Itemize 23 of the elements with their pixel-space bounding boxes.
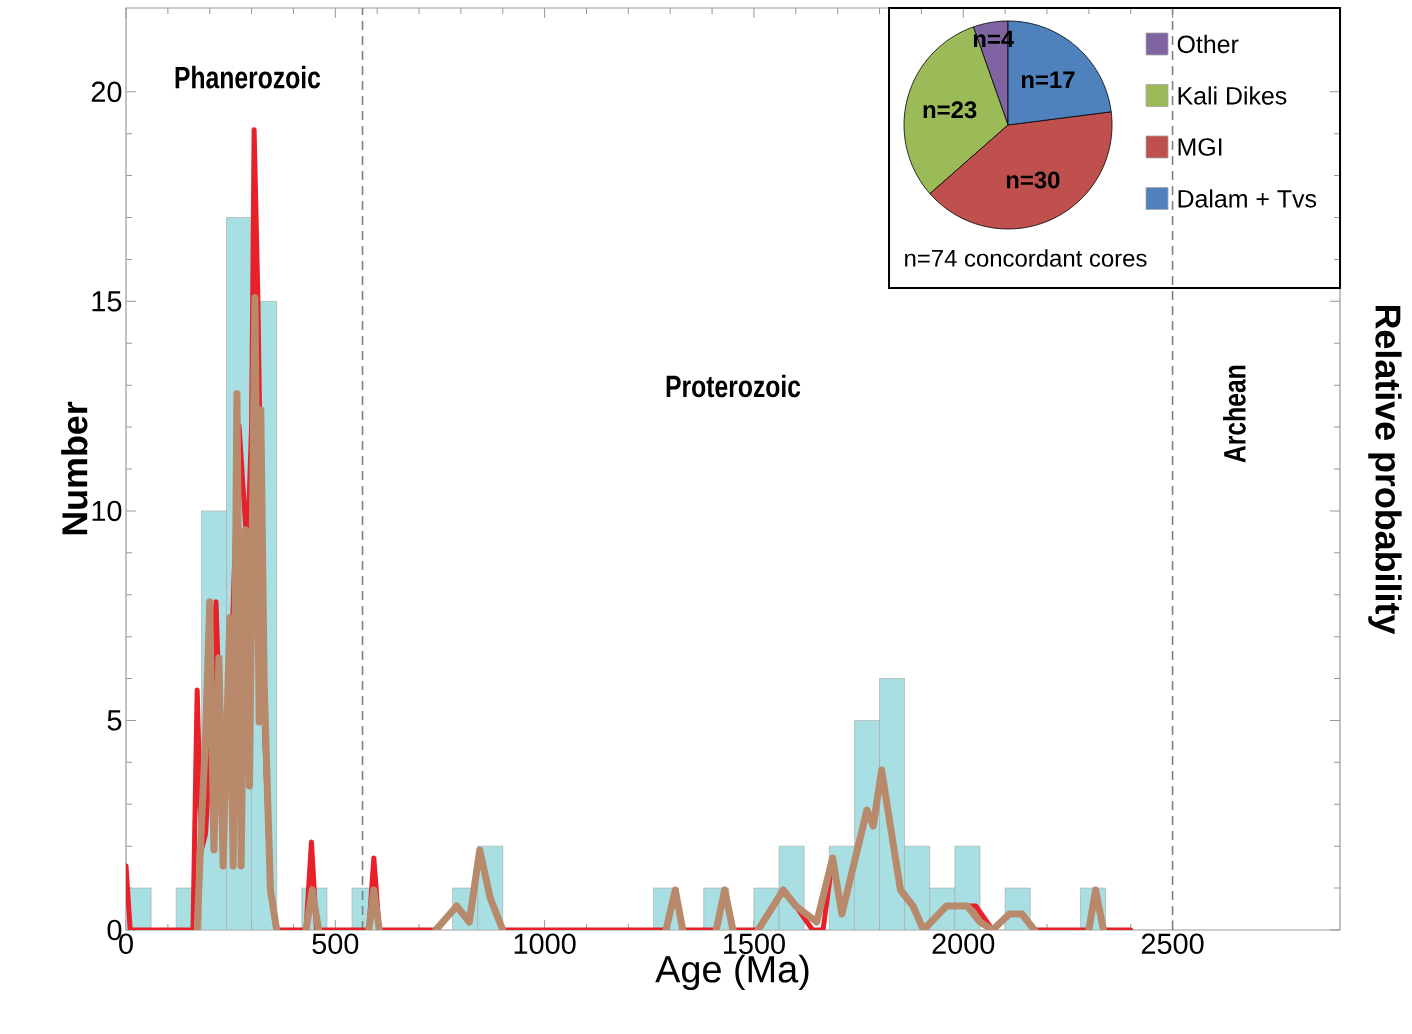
legend-label: Kali Dikes xyxy=(1178,86,1287,105)
annotation: Proterozoic xyxy=(666,374,801,398)
y-tick-label: 15 xyxy=(92,291,122,312)
x-tick-label: 500 xyxy=(312,933,359,954)
x-tick-label: 1500 xyxy=(724,933,785,954)
y-axis-title: Number xyxy=(61,401,88,535)
x-tick-label: 1000 xyxy=(514,933,576,954)
data-label: n=17 xyxy=(1021,71,1075,88)
x-tick-label: 2500 xyxy=(1141,933,1204,954)
legend-label: Other xyxy=(1177,34,1239,54)
annotation: n=74 concordant cores xyxy=(905,249,1147,267)
y-tick-label: 10 xyxy=(92,500,122,522)
legend-label: Dalam + Tvs xyxy=(1178,189,1317,208)
y-tick-label: 20 xyxy=(91,81,122,103)
annotation: Phanerozoic xyxy=(175,65,321,89)
y-axis-title: Relative probability xyxy=(1368,305,1402,635)
x-tick-label: 2000 xyxy=(932,933,995,954)
legend-label: MGI xyxy=(1178,138,1222,156)
data-label: n=30 xyxy=(1006,171,1060,189)
annotation: Archean xyxy=(1223,365,1246,463)
x-axis-title: Age (Ma) xyxy=(655,954,809,991)
data-label: n=23 xyxy=(923,101,977,119)
y-tick-label: 5 xyxy=(107,710,122,731)
